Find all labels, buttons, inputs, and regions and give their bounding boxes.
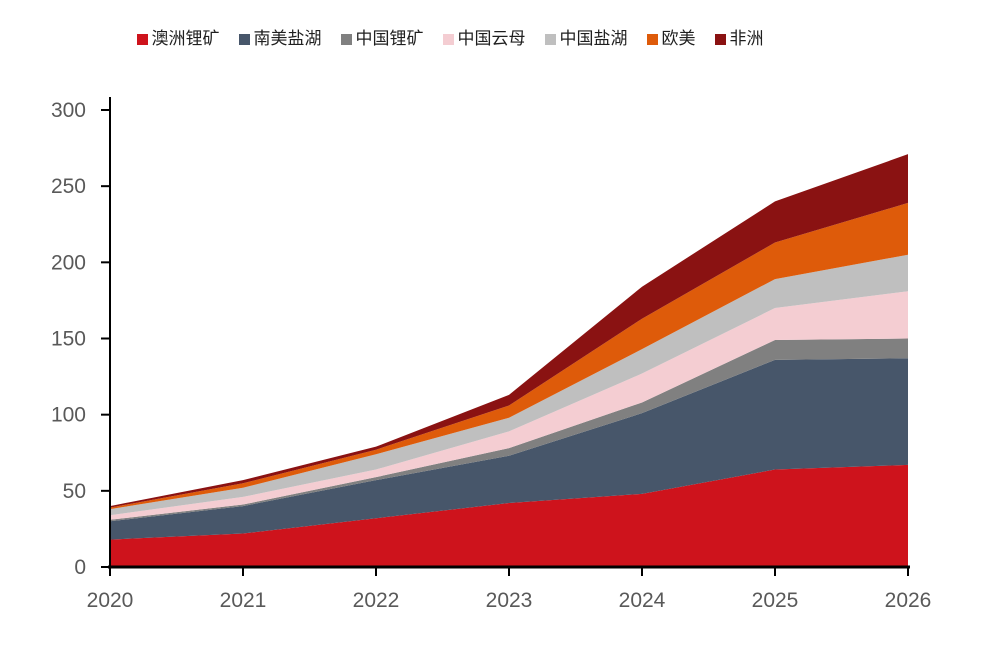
legend-label: 欧美 — [661, 29, 696, 49]
legend: 澳洲锂矿 南美盐湖 中国锂矿 中国云母 中国盐湖 欧美 非洲 — [0, 31, 900, 48]
y-axis-label: 0 — [74, 556, 86, 579]
y-axis-label: 300 — [51, 99, 86, 122]
legend-swatch-icon — [714, 34, 726, 45]
x-axis-label: 2024 — [619, 589, 666, 612]
legend-item-4: 中国盐湖 — [544, 29, 628, 49]
legend-item-1: 南美盐湖 — [238, 29, 322, 49]
legend-item-0: 澳洲锂矿 — [136, 29, 220, 49]
legend-label: 澳洲锂矿 — [151, 29, 220, 49]
legend-item-6: 非洲 — [714, 29, 764, 49]
legend-label: 中国盐湖 — [559, 29, 628, 49]
x-axis-label: 2025 — [752, 589, 799, 612]
x-axis-label: 2026 — [885, 589, 932, 612]
legend-swatch-icon — [646, 34, 658, 45]
area-series-5 — [110, 202, 908, 510]
legend-swatch-icon — [442, 34, 454, 45]
area-series-1 — [110, 358, 908, 540]
legend-label: 非洲 — [729, 29, 764, 49]
legend-label: 中国锂矿 — [355, 29, 424, 49]
legend-item-3: 中国云母 — [442, 29, 526, 49]
y-axis-label: 200 — [51, 251, 86, 274]
legend-label: 中国云母 — [457, 29, 526, 49]
x-axis-label: 2022 — [353, 589, 400, 612]
legend-label: 南美盐湖 — [253, 29, 322, 49]
legend-swatch-icon — [544, 34, 556, 45]
legend-item-5: 欧美 — [646, 29, 696, 49]
legend-swatch-icon — [340, 34, 352, 45]
y-axis-label: 100 — [51, 404, 86, 427]
x-axis-label: 2023 — [486, 589, 533, 612]
area-series-0 — [110, 464, 908, 567]
area-series-6 — [110, 154, 908, 508]
area-series-2 — [110, 338, 908, 522]
y-axis-label: 150 — [51, 328, 86, 351]
x-axis-label: 2021 — [220, 589, 267, 612]
legend-swatch-icon — [238, 34, 250, 45]
x-axis-label: 2020 — [87, 589, 134, 612]
legend-item-2: 中国锂矿 — [340, 29, 424, 49]
y-axis-label: 50 — [63, 480, 86, 503]
area-series-4 — [110, 254, 908, 516]
legend-swatch-icon — [136, 34, 148, 45]
area-series-3 — [110, 291, 908, 520]
y-axis-label: 250 — [51, 175, 86, 198]
